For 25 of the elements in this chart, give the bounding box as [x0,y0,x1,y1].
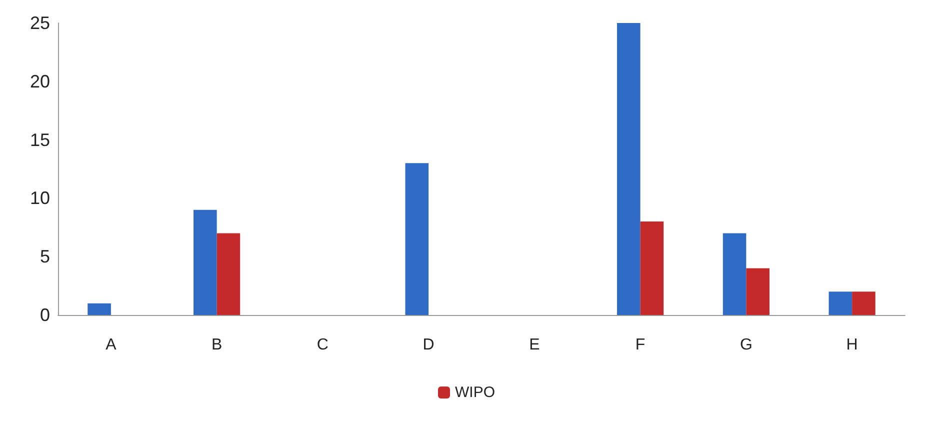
x-tick-label: F [635,336,646,354]
legend-label: WIPO [455,384,495,401]
y-tick-label: 5 [40,246,50,267]
x-tick-label: A [106,336,117,354]
bar [617,23,640,315]
y-tick-label: 25 [30,13,50,33]
y-tick-label: 20 [30,71,50,92]
bar [88,303,111,315]
y-tick-label: 15 [30,130,50,150]
bar [852,292,876,315]
bar [828,292,852,315]
bar [640,222,664,315]
bar [746,268,770,315]
bar [405,163,429,315]
bar [722,233,746,315]
y-tick-label: 10 [30,188,50,208]
x-tick-label: B [211,336,222,354]
x-tick-label: E [529,336,540,354]
bar [216,233,240,315]
x-tick-label: G [740,336,752,354]
x-tick-label: H [846,336,858,354]
x-tick-label: C [316,336,328,354]
bar [194,210,217,315]
x-tick-label: D [422,336,434,354]
y-tick-label: 0 [40,305,50,325]
